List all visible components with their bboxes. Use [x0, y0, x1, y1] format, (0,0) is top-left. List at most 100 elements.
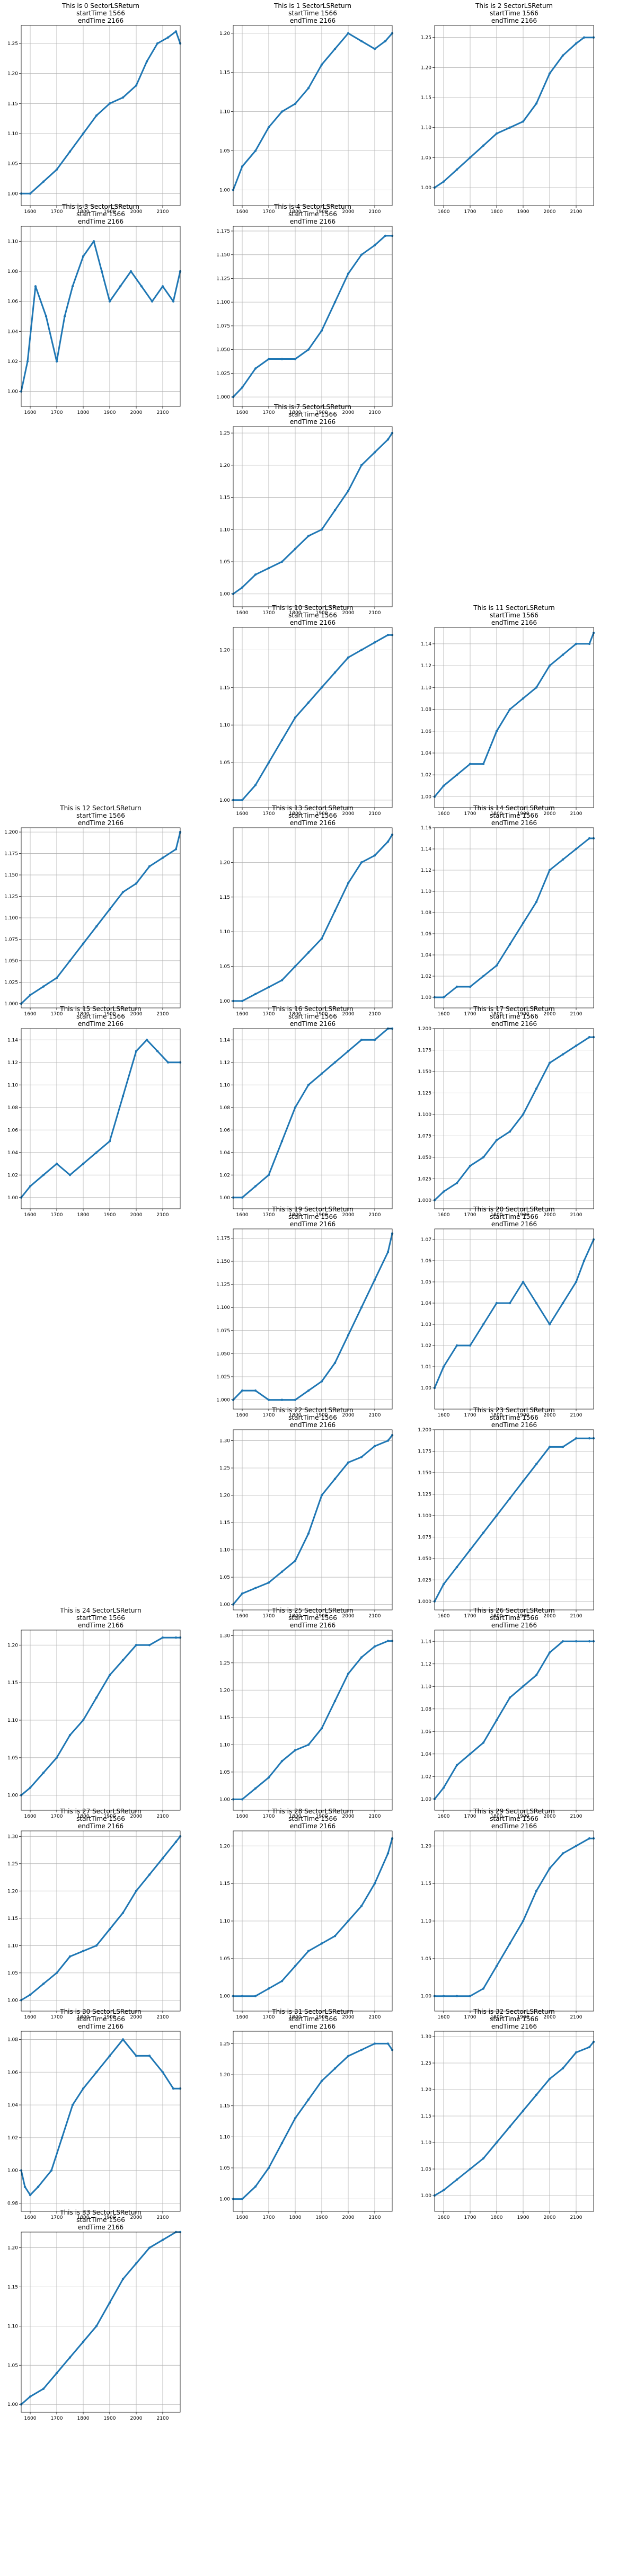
- y-tick-label: 1.15: [219, 2104, 230, 2109]
- y-tick-label: 1.02: [7, 2136, 18, 2141]
- series-line: [434, 37, 595, 189]
- data-point: [482, 1156, 485, 1158]
- data-point: [29, 2193, 32, 2197]
- data-point: [495, 1138, 498, 1141]
- x-tick-label: 1900: [316, 1814, 328, 1819]
- data-point: [360, 1904, 363, 1907]
- x-tick-label: 2100: [369, 209, 381, 215]
- chart-title: This is 25 SectorLSReturn startTime 1566…: [272, 1607, 354, 1629]
- chart-title: This is 1 SectorLSReturn startTime 1566 …: [274, 2, 351, 24]
- x-tick-label: 1700: [51, 2215, 63, 2220]
- data-point: [254, 783, 257, 786]
- x-tick-label: 1800: [289, 209, 302, 215]
- series-line: [20, 2231, 181, 2405]
- series-line: [20, 831, 181, 1005]
- y-tick-label: 1.075: [4, 937, 18, 942]
- data-point: [254, 993, 257, 996]
- y-tick-label: 1.150: [216, 252, 230, 258]
- chart-title: This is 14 SectorLSReturn startTime 1566…: [473, 804, 555, 827]
- data-point: [55, 2371, 58, 2374]
- data-point: [535, 1302, 538, 1305]
- data-point: [482, 2157, 485, 2160]
- data-point: [29, 994, 32, 996]
- x-tick-label: 1600: [438, 811, 450, 817]
- x-tick-label: 1600: [236, 410, 249, 415]
- x-tick-label: 1900: [316, 1012, 328, 1017]
- data-point: [333, 1477, 337, 1480]
- data-point: [26, 360, 29, 362]
- data-point: [254, 2185, 257, 2188]
- x-tick-label: 1800: [491, 1814, 503, 1819]
- y-tick-label: 1.06: [7, 2070, 18, 2075]
- data-point: [307, 535, 310, 537]
- chart-title: This is 19 SectorLSReturn startTime 1566…: [272, 1206, 354, 1228]
- y-tick-label: 1.15: [219, 1520, 230, 1526]
- data-point: [320, 1072, 323, 1075]
- x-tick-label: 2100: [369, 2215, 381, 2220]
- data-point: [63, 315, 66, 317]
- y-tick-label: 1.05: [7, 1756, 18, 1761]
- data-point: [386, 1852, 390, 1855]
- y-tick-label: 1.05: [421, 2167, 431, 2172]
- data-point: [482, 144, 485, 147]
- x-tick-label: 1900: [316, 1614, 328, 1619]
- data-point: [254, 1994, 257, 1997]
- x-tick-label: 1800: [289, 410, 302, 415]
- data-point: [294, 547, 297, 550]
- data-point: [373, 244, 376, 246]
- data-point: [55, 1971, 58, 1974]
- series-line: [232, 1837, 393, 1997]
- y-tick-label: 1.06: [421, 932, 431, 937]
- data-point: [561, 1640, 564, 1643]
- y-tick-label: 1.05: [219, 1770, 230, 1775]
- x-tick-label: 1800: [491, 1413, 503, 1418]
- x-tick-label: 1800: [77, 1212, 90, 1218]
- data-point: [455, 985, 458, 988]
- data-point: [347, 656, 350, 659]
- plot-frame: [233, 1429, 393, 1610]
- plot-frame: [434, 1630, 594, 1811]
- y-tick-label: 1.00: [219, 1602, 230, 1607]
- y-tick-label: 1.20: [219, 1844, 230, 1849]
- x-tick-label: 1900: [517, 209, 529, 215]
- x-tick-label: 1800: [289, 1413, 302, 1418]
- data-point: [42, 1771, 45, 1774]
- data-point: [535, 1674, 538, 1677]
- data-point: [135, 84, 138, 87]
- chart-title: This is 15 SectorLSReturn startTime 1566…: [60, 1005, 142, 1028]
- data-point: [333, 300, 337, 303]
- x-tick-label: 2000: [342, 209, 355, 215]
- series-line: [434, 1640, 595, 1800]
- x-tick-label: 2000: [544, 1814, 556, 1819]
- x-tick-label: 2100: [369, 1212, 381, 1218]
- plot-frame: [233, 226, 393, 406]
- y-tick-label: 1.15: [219, 495, 230, 501]
- y-tick-label: 1.200: [418, 1026, 431, 1032]
- data-point: [135, 1889, 138, 1892]
- chart-title: This is 16 SectorLSReturn startTime 1566…: [272, 1005, 354, 1028]
- x-tick-label: 1700: [263, 410, 275, 415]
- y-tick-label: 1.10: [421, 2140, 431, 2146]
- y-tick-label: 1.05: [7, 162, 18, 167]
- data-point: [535, 686, 538, 689]
- data-point: [347, 2055, 350, 2058]
- data-point: [386, 1251, 390, 1253]
- y-tick-label: 1.000: [418, 1198, 431, 1203]
- x-tick-label: 1900: [316, 1413, 328, 1418]
- data-point: [92, 240, 95, 243]
- series-line: [232, 2042, 393, 2200]
- x-tick-label: 1900: [316, 2215, 328, 2220]
- y-tick-label: 1.10: [219, 2135, 230, 2140]
- data-point: [294, 357, 297, 360]
- data-point: [373, 1645, 376, 1648]
- x-tick-label: 2100: [570, 1212, 582, 1218]
- x-tick-label: 1900: [104, 2416, 116, 2421]
- data-point: [320, 937, 323, 940]
- chart-title: This is 23 SectorLSReturn startTime 1566…: [473, 1406, 555, 1429]
- data-point: [166, 36, 170, 39]
- x-tick-label: 1600: [236, 1212, 249, 1218]
- data-point: [241, 799, 244, 801]
- x-tick-label: 1600: [24, 410, 37, 415]
- data-point: [561, 1302, 564, 1305]
- x-tick-label: 2100: [157, 1012, 169, 1017]
